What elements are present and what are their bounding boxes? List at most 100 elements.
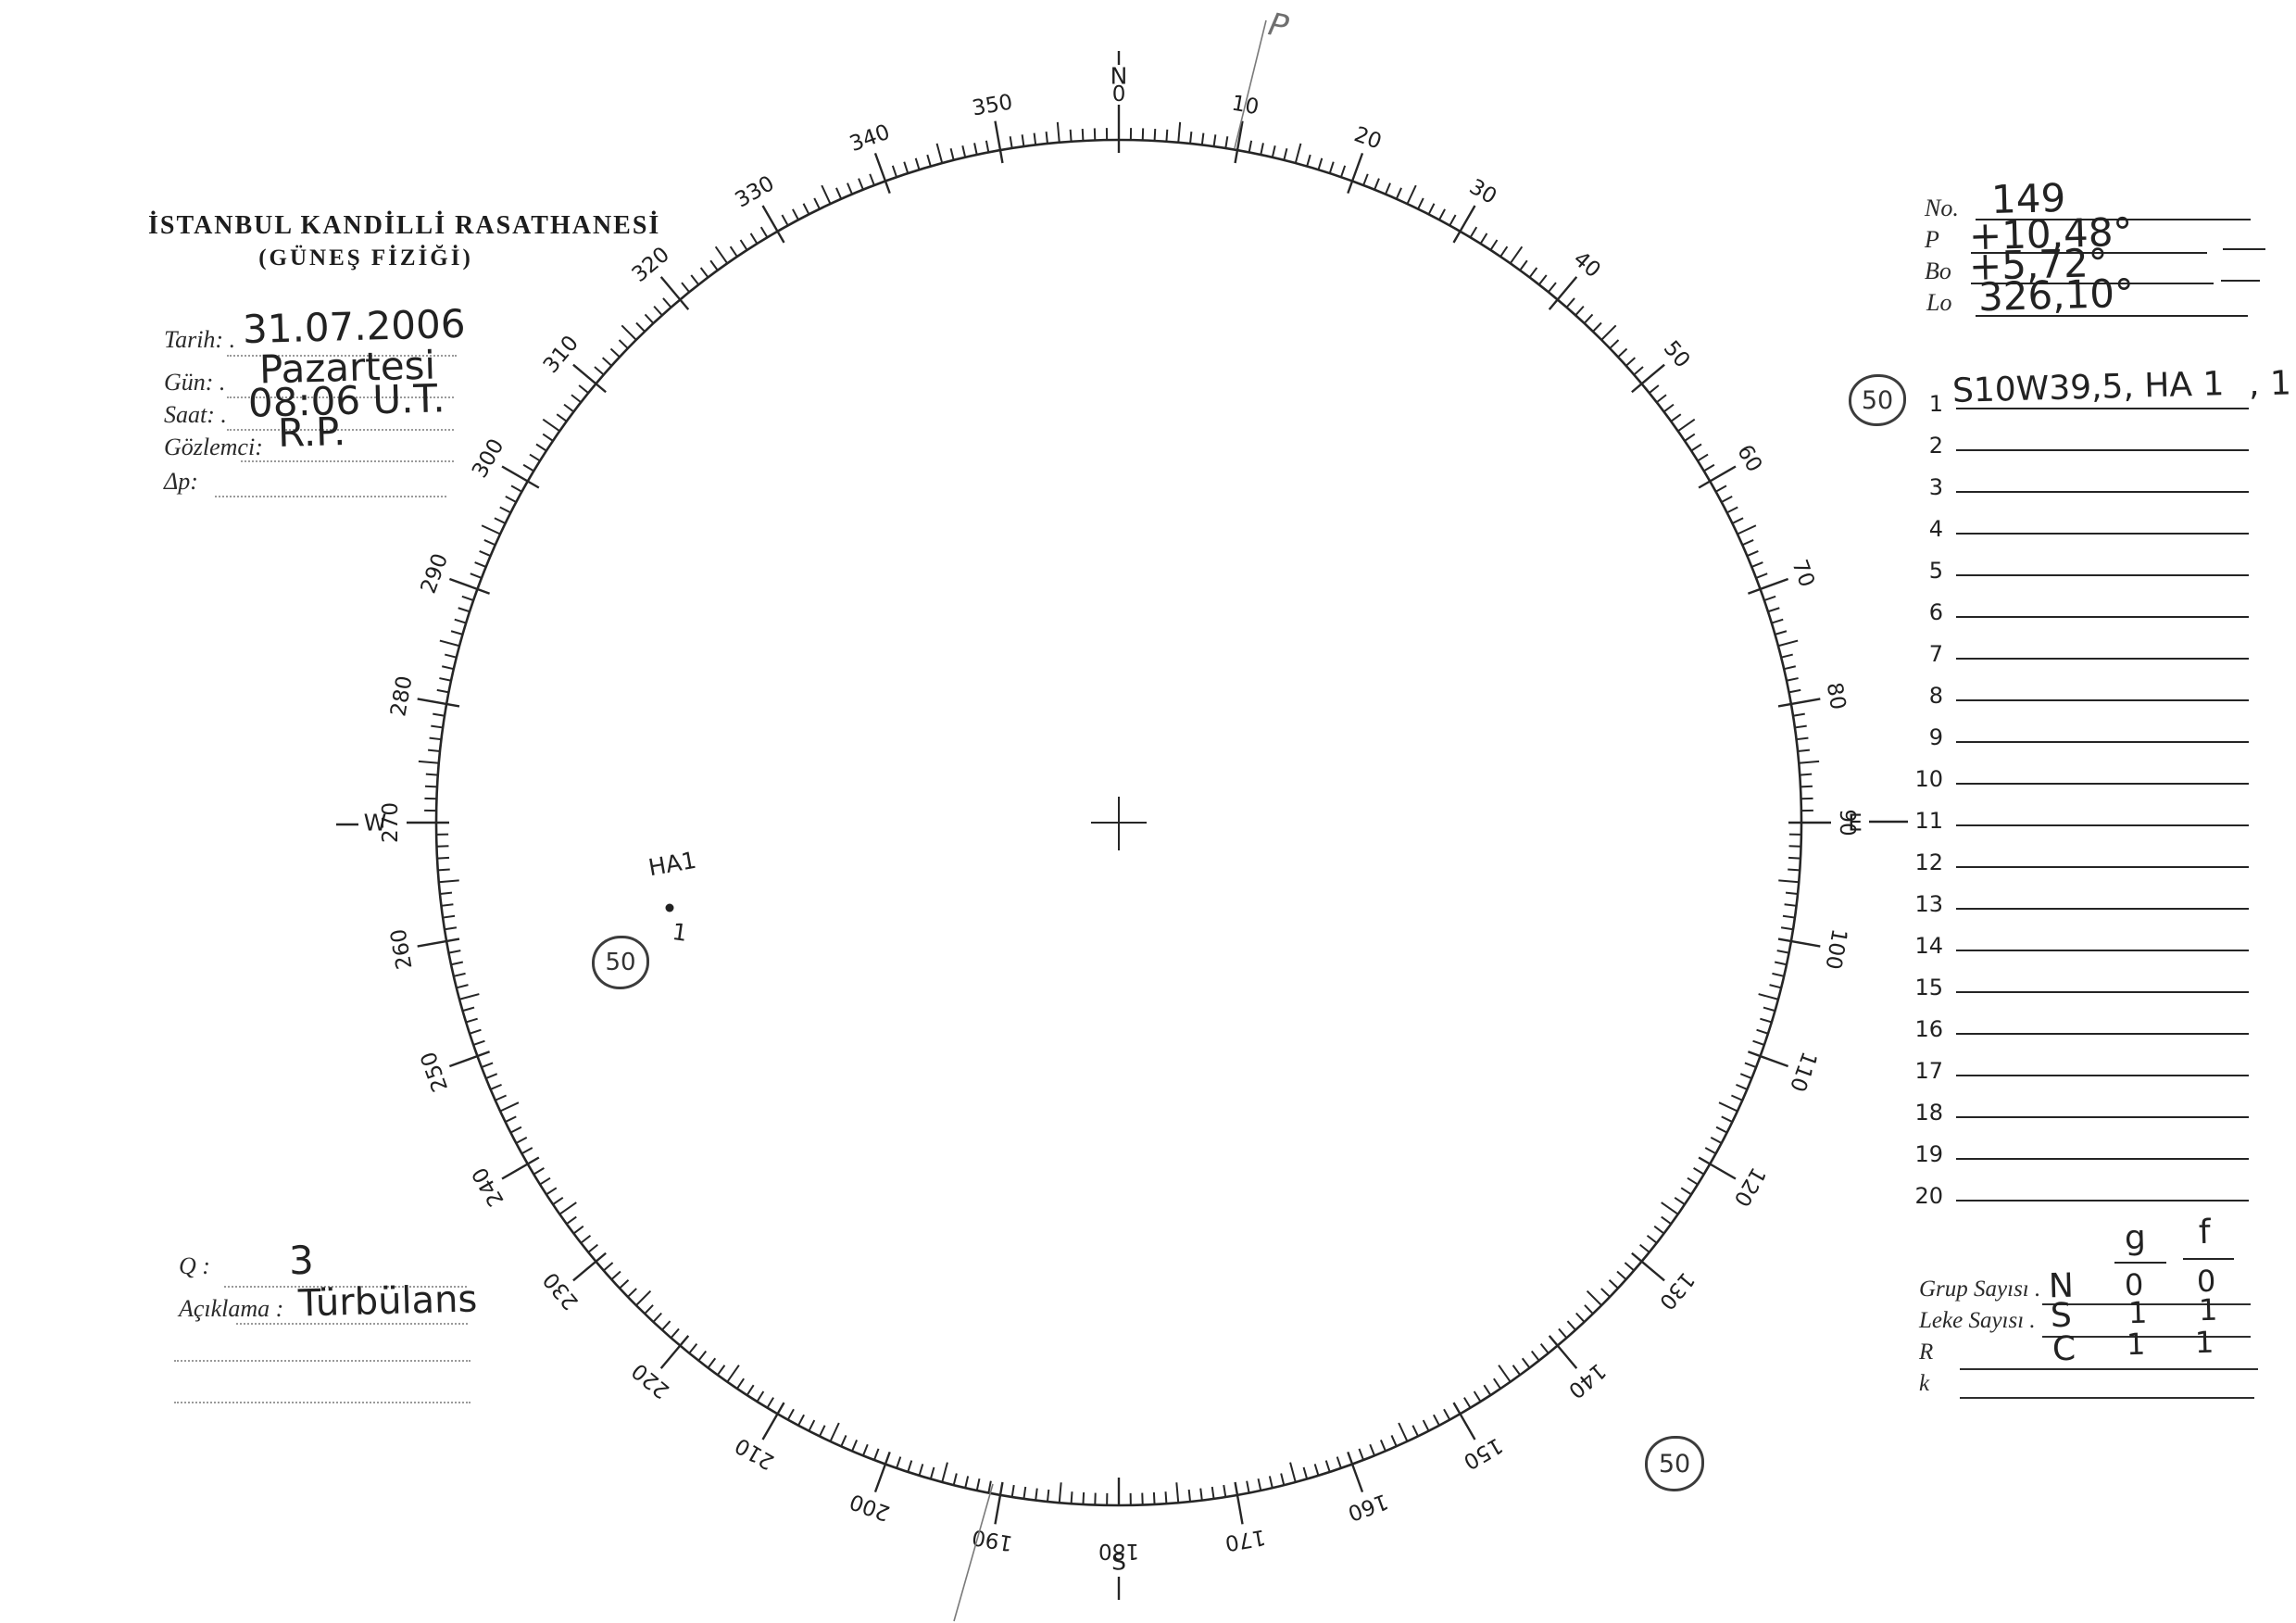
degree-tick (709, 259, 719, 271)
degree-tick (813, 197, 821, 210)
degree-tick (1374, 178, 1380, 191)
degree-tick (903, 161, 910, 174)
degree-tick (1792, 712, 1805, 717)
degree-tick (1362, 173, 1369, 186)
list-row-number: 17 (1914, 1058, 1943, 1084)
no-ruled-line (1976, 219, 2251, 220)
list-row-number: 19 (1914, 1141, 1943, 1167)
degree-tick (483, 539, 496, 547)
degree-tick (840, 1435, 847, 1447)
bo-ruled-dash (2221, 280, 2260, 282)
degree-tick (1519, 259, 1528, 271)
degree-tick (444, 926, 458, 931)
degree-tick (448, 950, 461, 954)
degree-tick (792, 208, 799, 220)
degree-tick (1452, 205, 1476, 244)
degree-tick (821, 184, 832, 205)
list-row-line (1956, 991, 2249, 993)
degree-tick (1782, 914, 1795, 919)
degree-tick (1670, 413, 1682, 422)
degree-tick (644, 313, 655, 324)
degree-tick (542, 418, 560, 433)
degree-tick (935, 143, 944, 164)
list-row-number: 1 (1928, 391, 1943, 417)
degree-tick (1153, 128, 1157, 142)
degree-tick (697, 1350, 708, 1362)
degree-tick (505, 1115, 517, 1123)
list-row-number: 13 (1914, 891, 1943, 917)
list-row-line (1956, 408, 2249, 409)
degree-tick (578, 384, 589, 394)
degree-tick (1177, 121, 1182, 143)
degree-tick (907, 1460, 913, 1473)
degree-tick (1152, 1491, 1156, 1505)
degree-label: 170 (1223, 1524, 1268, 1554)
degree-tick (1406, 184, 1417, 205)
list-row-number: 7 (1928, 641, 1943, 667)
degree-label: 300 (468, 434, 508, 482)
degree-label: 110 (1785, 1049, 1821, 1095)
degree-tick (1248, 140, 1253, 153)
degree-tick (896, 1456, 902, 1469)
degree-tick (438, 879, 459, 884)
degree-tick (1537, 274, 1548, 285)
degree-tick (1317, 157, 1324, 170)
gun-ruled-line (227, 396, 454, 398)
degree-tick (1289, 1462, 1297, 1483)
r-letter: C (2051, 1329, 2076, 1369)
degree-tick (429, 736, 442, 741)
list-row-line (1956, 1033, 2249, 1035)
remarks-ruled-line-1 (174, 1360, 470, 1362)
list-row-line (1956, 908, 2249, 910)
degree-tick (1769, 984, 1782, 989)
degree-tick (439, 677, 452, 682)
list-row-number: 20 (1914, 1183, 1943, 1209)
degree-tick (1731, 517, 1744, 524)
degree-tick (1417, 197, 1424, 210)
degree-tick (552, 1197, 564, 1205)
degree-tick (1395, 187, 1402, 200)
list-row-line (1956, 1158, 2249, 1160)
degree-tick (659, 276, 690, 310)
degree-tick (1774, 961, 1788, 966)
p-ruled-line (1971, 252, 2207, 254)
degree-tick (1358, 1448, 1365, 1461)
degree-tick (1583, 313, 1594, 324)
degree-label: 70 (1787, 557, 1818, 590)
degree-tick (1784, 903, 1797, 907)
list-row-number: 6 (1928, 599, 1943, 625)
degree-tick (563, 403, 575, 413)
degree-tick (510, 484, 522, 493)
degree-tick (474, 561, 487, 568)
list-row-suffix: , 1 (2248, 364, 2292, 404)
degree-tick (1750, 561, 1763, 568)
degree-tick (661, 1320, 671, 1331)
degree-tick (417, 698, 460, 708)
list-row-line (1956, 533, 2249, 535)
degree-tick (1772, 972, 1785, 977)
degree-tick (1646, 1234, 1658, 1244)
degree-tick (808, 1419, 816, 1432)
degree-tick (1741, 539, 1754, 547)
degree-tick (1661, 1202, 1679, 1215)
degree-tick (1693, 1167, 1705, 1176)
degree-tick (1565, 297, 1575, 308)
degree-tick (1639, 1243, 1650, 1253)
degree-tick (1776, 950, 1789, 954)
degree-tick (1687, 1176, 1699, 1186)
degree-tick (749, 233, 759, 245)
degree-tick (1189, 132, 1193, 145)
degree-tick (1788, 856, 1801, 860)
degree-tick (437, 868, 450, 872)
aciklama-ruled-line (236, 1323, 468, 1325)
degree-label: 260 (386, 927, 417, 972)
degree-tick (572, 363, 607, 394)
degree-tick (469, 1028, 482, 1035)
degree-label: 270 (379, 802, 403, 843)
degree-tick (1033, 132, 1037, 145)
west-label: W (364, 810, 387, 837)
degree-tick (1788, 868, 1800, 872)
disk-badge: 50 (592, 936, 649, 989)
degree-tick (481, 524, 501, 535)
degree-tick (1771, 618, 1784, 624)
